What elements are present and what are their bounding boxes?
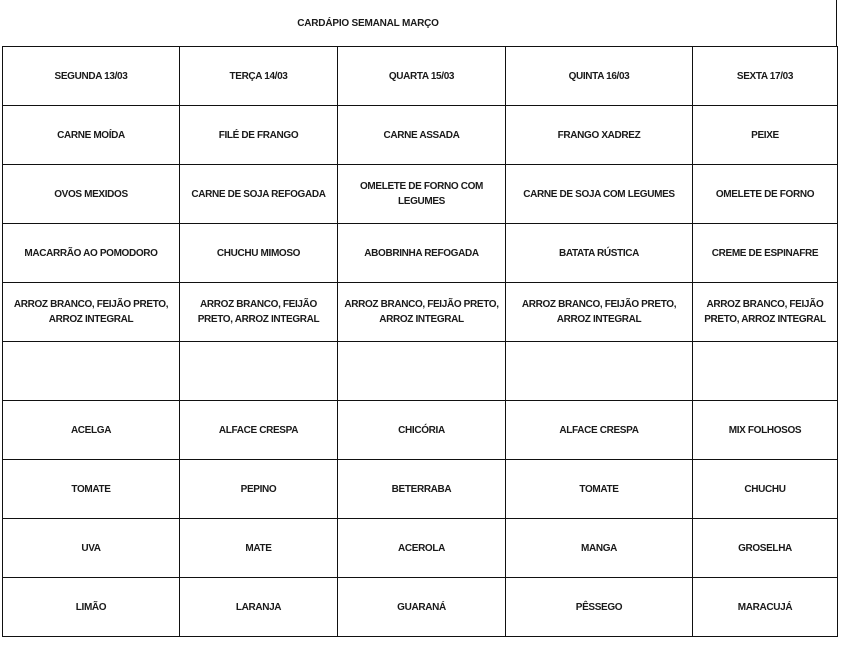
menu-cell: LARANJA — [179, 577, 338, 637]
menu-cell: LIMÃO — [2, 577, 180, 637]
table-row: OVOS MEXIDOS CARNE DE SOJA REFOGADA OMELET… — [2, 164, 838, 224]
day-header-cell: SEXTA 17/03 — [692, 46, 838, 106]
table-row: ACELGA ALFACE CRESPA CHICÓRIA ALFACE CRESPA… — [2, 400, 838, 460]
table-row: CARNE MOÍDA FILÉ DE FRANGO CARNE ASSADA FRA… — [2, 105, 838, 165]
menu-cell: CHUCHU — [692, 459, 838, 519]
table-row — [2, 341, 838, 401]
table-row: MACARRÃO AO POMODORO CHUCHU MIMOSO ABOBRIN… — [2, 223, 838, 283]
menu-title: CARDÁPIO SEMANAL MARÇO — [0, 0, 837, 46]
table-row: UVA MATE ACEROLA MANGA GROSELHA — [2, 518, 838, 578]
table-row: LIMÃO LARANJA GUARANÁ PÊSSEGO MARACUJÁ — [2, 577, 838, 637]
header-row: SEGUNDA 13/03 TERÇA 14/03 QUARTA 15/03 QUIN… — [2, 46, 838, 106]
day-header-cell: QUINTA 16/03 — [505, 46, 693, 106]
menu-cell: OMELETE DE FORNO COM LEGUMES — [337, 164, 506, 224]
menu-cell: CARNE DE SOJA REFOGADA — [179, 164, 338, 224]
menu-cell: CARNE ASSADA — [337, 105, 506, 165]
menu-cell: GROSELHA — [692, 518, 838, 578]
menu-cell: CHICÓRIA — [337, 400, 506, 460]
menu-cell: ARROZ BRANCO, FEIJÃO PRETO, ARROZ INTEGR… — [179, 282, 338, 342]
menu-cell: MIX FOLHOSOS — [692, 400, 838, 460]
menu-cell — [337, 341, 506, 401]
menu-cell: ARROZ BRANCO, FEIJÃO PRETO, ARROZ INTEGR… — [505, 282, 693, 342]
menu-cell — [179, 341, 338, 401]
menu-cell: GUARANÁ — [337, 577, 506, 637]
day-header-cell: QUARTA 15/03 — [337, 46, 506, 106]
menu-cell: FILÉ DE FRANGO — [179, 105, 338, 165]
menu-cell: MANGA — [505, 518, 693, 578]
day-header-cell: SEGUNDA 13/03 — [2, 46, 180, 106]
menu-cell: ARROZ BRANCO, FEIJÃO PRETO, ARROZ INTEGR… — [692, 282, 838, 342]
menu-cell — [505, 341, 693, 401]
menu-cell: PEPINO — [179, 459, 338, 519]
menu-cell — [692, 341, 838, 401]
menu-cell: ARROZ BRANCO, FEIJÃO PRETO, ARROZ INTEGR… — [2, 282, 180, 342]
menu-cell — [2, 341, 180, 401]
menu-cell: BETERRABA — [337, 459, 506, 519]
menu-cell: MARACUJÁ — [692, 577, 838, 637]
menu-cell: MATE — [179, 518, 338, 578]
menu-cell: BATATA RÚSTICA — [505, 223, 693, 283]
menu-cell: MACARRÃO AO POMODORO — [2, 223, 180, 283]
menu-cell: PÊSSEGO — [505, 577, 693, 637]
menu-cell: PEIXE — [692, 105, 838, 165]
menu-cell: ALFACE CRESPA — [505, 400, 693, 460]
menu-cell: ARROZ BRANCO, FEIJÃO PRETO, ARROZ INTEGR… — [337, 282, 506, 342]
menu-cell: FRANGO XADREZ — [505, 105, 693, 165]
menu-cell: OVOS MEXIDOS — [2, 164, 180, 224]
menu-cell: TOMATE — [505, 459, 693, 519]
menu-cell: ABOBRINHA REFOGADA — [337, 223, 506, 283]
menu-cell: CARNE MOÍDA — [2, 105, 180, 165]
menu-cell: TOMATE — [2, 459, 180, 519]
day-header-cell: TERÇA 14/03 — [179, 46, 338, 106]
menu-cell: CREME DE ESPINAFRE — [692, 223, 838, 283]
menu-cell: OMELETE DE FORNO — [692, 164, 838, 224]
weekly-menu-table: SEGUNDA 13/03 TERÇA 14/03 QUARTA 15/03 QUIN… — [2, 46, 838, 637]
menu-cell: ALFACE CRESPA — [179, 400, 338, 460]
menu-cell: CARNE DE SOJA COM LEGUMES — [505, 164, 693, 224]
menu-cell: UVA — [2, 518, 180, 578]
menu-cell: CHUCHU MIMOSO — [179, 223, 338, 283]
table-row: ARROZ BRANCO, FEIJÃO PRETO, ARROZ INTEGR… — [2, 282, 838, 342]
menu-cell: ACELGA — [2, 400, 180, 460]
menu-cell: ACEROLA — [337, 518, 506, 578]
table-row: TOMATE PEPINO BETERRABA TOMATE CHUCHU — [2, 459, 838, 519]
